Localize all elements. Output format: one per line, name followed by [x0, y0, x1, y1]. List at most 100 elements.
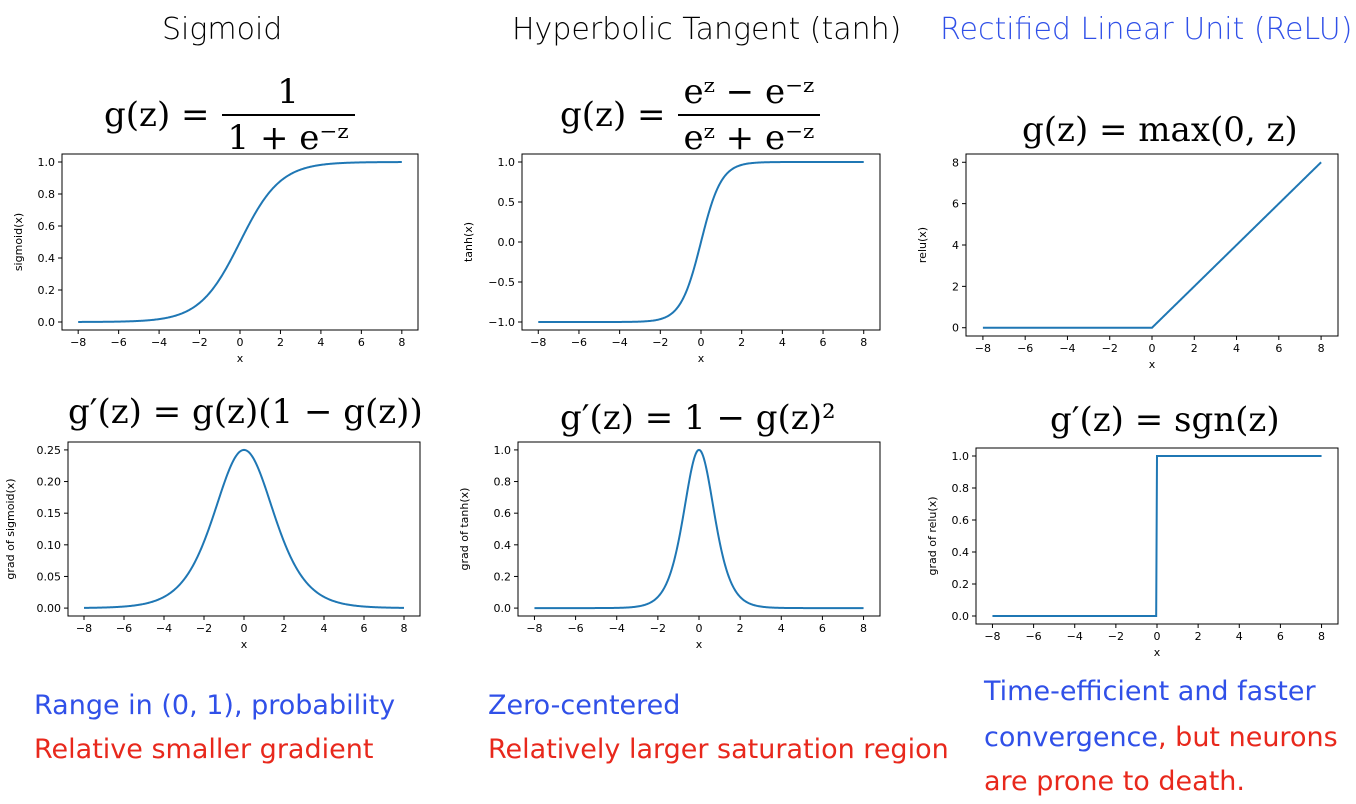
- tanh-xlabel: x: [698, 352, 705, 365]
- sigmoid_grad-ytick-label: 0.10: [37, 539, 62, 552]
- sigmoid-ytick-label: 1.0: [38, 156, 56, 169]
- tanh-formula-numerator: eᶻ − e⁻ᶻ: [683, 72, 815, 112]
- sigmoid_grad-series-line: [83, 448, 405, 609]
- tanh-xtick-label: −6: [571, 336, 587, 349]
- tanh_grad-ylabel: grad of tanh(x): [458, 488, 471, 571]
- sigmoid-formula-lhs: g(z) =: [104, 95, 210, 135]
- relu-xtick-label: −6: [1017, 342, 1033, 355]
- relu-grad-formula: g′(z) = sgn(z): [1050, 400, 1280, 440]
- sigmoid-ytick-label: 0.8: [38, 188, 56, 201]
- relu_grad-xtick-label: −6: [1025, 630, 1041, 643]
- relu-formula: g(z) = max(0, z): [1022, 110, 1298, 150]
- tanh_grad-xtick-label: 0: [696, 622, 703, 635]
- tanh_grad-ytick-label: 0.2: [494, 570, 512, 583]
- relu_grad-xlabel: x: [1154, 646, 1161, 659]
- tanh-title: Hyperbolic Tangent (tanh): [512, 12, 902, 47]
- sigmoid_grad-ytick-label: 0.20: [37, 476, 62, 489]
- sigmoid-formula-fraction: 1 1 + e⁻ᶻ: [221, 72, 355, 158]
- sigmoid_grad-xtick-label: −2: [196, 622, 212, 635]
- tanh-ytick-label: 0.5: [498, 196, 516, 209]
- relu-ytick-label: 6: [952, 198, 959, 211]
- tanh-ytick-label: 0.0: [498, 236, 516, 249]
- sigmoid-grad-formula: g′(z) = g(z)(1 − g(z)): [68, 392, 423, 432]
- tanh-ytick-label: 1.0: [498, 156, 516, 169]
- relu-axes-frame: [965, 153, 1339, 337]
- relu_grad-ytick-label: 0.8: [952, 482, 970, 495]
- tanh-note-zero-centered: Zero-centered: [488, 690, 681, 721]
- sigmoid-xtick-label: 2: [277, 336, 284, 349]
- sigmoid-xlabel: x: [237, 352, 244, 365]
- relu_grad-xtick-label: 2: [1195, 630, 1202, 643]
- tanh-grad-formula: g′(z) = 1 − g(z)²: [560, 398, 836, 438]
- relu-xtick-label: −2: [1102, 342, 1118, 355]
- relu-xtick-label: 8: [1318, 342, 1325, 355]
- sigmoid_grad-ylabel: grad of sigmoid(x): [4, 478, 17, 579]
- relu_grad-xtick-label: 6: [1277, 630, 1284, 643]
- tanh-note-saturation: Relatively larger saturation region: [488, 734, 949, 765]
- tanh_grad-xtick-label: −8: [526, 622, 542, 635]
- relu_grad-xtick-label: 8: [1318, 630, 1325, 643]
- tanh_grad-xtick-label: 2: [737, 622, 744, 635]
- sigmoid_grad-xtick-label: 4: [321, 622, 328, 635]
- tanh-ytick-label: −0.5: [488, 276, 515, 289]
- relu-xtick-label: −8: [975, 342, 991, 355]
- tanh_grad-ytick-label: 0.8: [494, 476, 512, 489]
- tanh_grad-xtick-label: −6: [567, 622, 583, 635]
- sigmoid_grad-xtick-label: 2: [281, 622, 288, 635]
- relu-xtick-label: 2: [1191, 342, 1198, 355]
- relu_grad-ylabel: grad of relu(x): [926, 497, 939, 576]
- sigmoid_grad-xtick-label: 6: [361, 622, 368, 635]
- tanh-xtick-label: 4: [779, 336, 786, 349]
- relu_grad-xtick-label: −8: [984, 630, 1000, 643]
- tanh_grad-xlabel: x: [696, 638, 703, 651]
- relu-ytick-label: 8: [952, 156, 959, 169]
- relu-plot: −8 −6 −4 −2 0 2 4 6 8 0 2 4 6 8 x relu(x): [916, 153, 1339, 371]
- sigmoid-note-range: Range in (0, 1), probability: [34, 690, 396, 721]
- sigmoid-title: Sigmoid: [162, 12, 283, 47]
- tanh-ylabel: tanh(x): [462, 222, 475, 262]
- sigmoid-xtick-label: −2: [191, 336, 207, 349]
- sigmoid-formula-numerator: 1: [277, 72, 299, 112]
- sigmoid_grad-xtick-label: 0: [241, 622, 248, 635]
- sigmoid_grad-xlabel: x: [241, 638, 248, 651]
- relu-series-line: [982, 161, 1322, 329]
- tanh_grad-ytick-label: 0.6: [494, 507, 512, 520]
- relu_grad-xtick-label: 0: [1154, 630, 1161, 643]
- relu-ylabel: relu(x): [916, 227, 929, 263]
- tanh-xtick-label: −8: [530, 336, 546, 349]
- sigmoid-ytick-label: 0.2: [38, 284, 56, 297]
- tanh-xtick-label: 8: [860, 336, 867, 349]
- tanh-formula: g(z) = eᶻ − e⁻ᶻ eᶻ + e⁻ᶻ: [560, 72, 821, 158]
- sigmoid_grad-xtick-label: −6: [116, 622, 132, 635]
- sigmoid-xtick-label: 6: [358, 336, 365, 349]
- tanh-xtick-label: 0: [698, 336, 705, 349]
- sigmoid-note-gradient: Relative smaller gradient: [34, 734, 374, 765]
- relu_grad-ytick-label: 0.2: [952, 578, 970, 591]
- sigmoid-ylabel: sigmoid(x): [12, 213, 25, 271]
- sigmoid-series-line: [78, 161, 402, 323]
- tanh-plot: −8 −6 −4 −2 0 2 4 6 8 −1.0 −0.5 0.0 0.5 1.0 x tanh(x): [462, 153, 881, 365]
- sigmoid_grad-xtick-label: −8: [76, 622, 92, 635]
- sigmoid-xtick-label: −6: [111, 336, 127, 349]
- relu-note-line1: Time-efficient and faster: [984, 676, 1316, 707]
- tanh_grad-xtick-label: −2: [650, 622, 666, 635]
- tanh-grad-plot: −8 −6 −4 −2 0 2 4 6 8 0.0 0.2 0.4 0.6 0.8 1.0 x grad of …: [458, 441, 881, 651]
- tanh-formula-lhs: g(z) =: [560, 95, 666, 135]
- sigmoid_grad-ytick-label: 0.05: [37, 570, 62, 583]
- sigmoid-formula: g(z) = 1 1 + e⁻ᶻ: [104, 72, 355, 158]
- sigmoid_grad-axes-frame: [67, 441, 421, 617]
- tanh-formula-denominator: eᶻ + e⁻ᶻ: [677, 114, 821, 158]
- sigmoid-ytick-label: 0.4: [38, 252, 56, 265]
- sigmoid_grad-xtick-label: 8: [401, 622, 408, 635]
- relu-xtick-label: 6: [1275, 342, 1282, 355]
- sigmoid_grad-ytick-label: 0.25: [37, 444, 62, 457]
- relu-note-line2: convergence, but neurons: [984, 716, 1338, 760]
- relu_grad-ytick-label: 0.4: [952, 546, 970, 559]
- relu-note-line3: are prone to death.: [984, 766, 1245, 797]
- relu-ytick-label: 0: [952, 322, 959, 335]
- tanh-xtick-label: 6: [820, 336, 827, 349]
- sigmoid-ytick-label: 0.6: [38, 220, 56, 233]
- sigmoid-grad-plot: −8 −6 −4 −2 0 2 4 6 8 0.00 0.05 0.10 0.15 0.20 0.25 x gr…: [4, 441, 421, 651]
- relu_grad-ytick-label: 1.0: [952, 450, 970, 463]
- relu_grad-xtick-label: −4: [1067, 630, 1083, 643]
